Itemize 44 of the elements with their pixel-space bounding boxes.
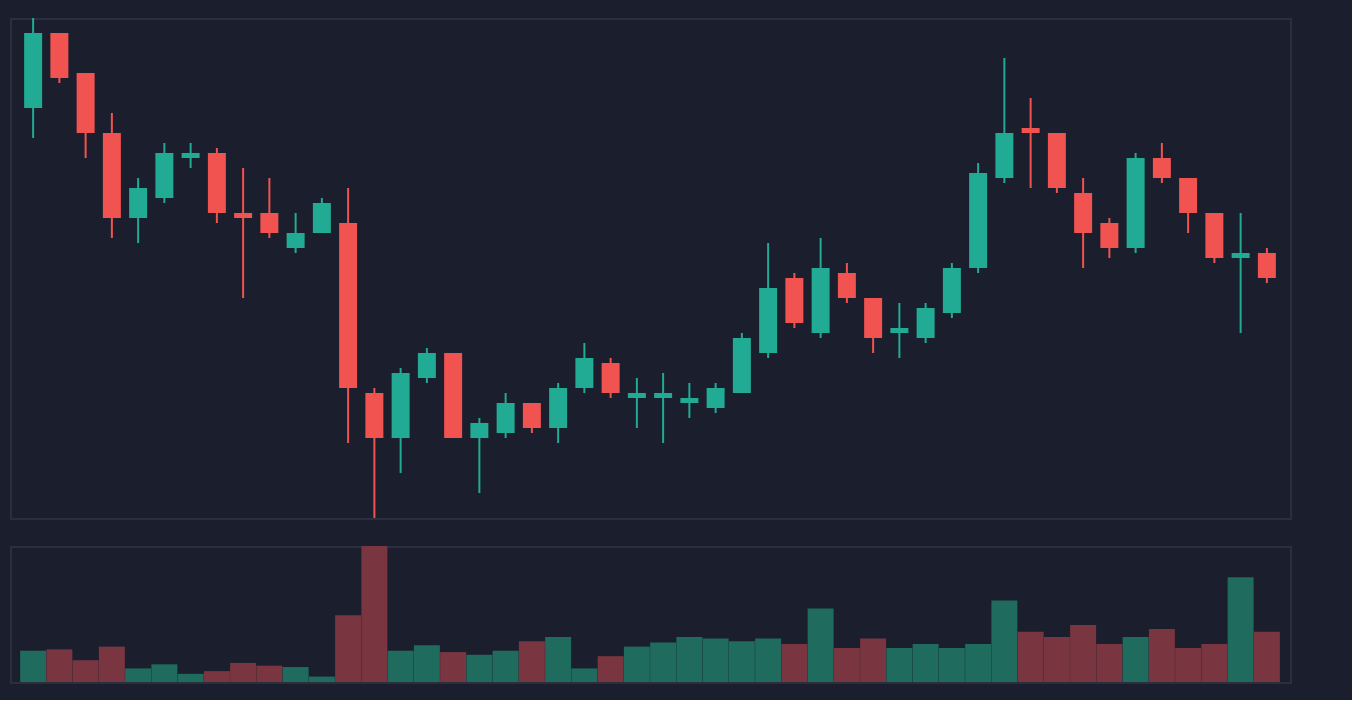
bar xyxy=(20,650,47,682)
candlestick xyxy=(890,302,909,359)
candlestick xyxy=(785,272,804,329)
candlestick xyxy=(365,387,384,519)
candlestick xyxy=(129,177,148,244)
candlestick xyxy=(496,392,515,439)
bar xyxy=(1122,637,1149,682)
candlestick xyxy=(1074,177,1093,269)
candlestick xyxy=(1179,177,1198,234)
candlestick xyxy=(706,382,725,414)
bar xyxy=(781,643,808,682)
candlestick xyxy=(50,32,69,84)
candlestick xyxy=(1152,142,1171,184)
candlestick xyxy=(995,57,1014,184)
bar xyxy=(807,608,834,682)
bar xyxy=(440,652,467,682)
candlestick xyxy=(155,142,174,204)
candlestick xyxy=(601,357,620,399)
candlestick xyxy=(1100,217,1119,259)
candlestick xyxy=(654,372,673,444)
candlestick xyxy=(916,302,935,344)
candlestick xyxy=(575,342,594,394)
candlestick xyxy=(627,377,646,429)
candlestick xyxy=(1231,212,1250,334)
candlestick xyxy=(1257,247,1276,284)
candlestick xyxy=(312,197,331,234)
candlestick xyxy=(181,142,200,169)
bar xyxy=(597,656,624,682)
candlestick xyxy=(1205,212,1224,264)
bar xyxy=(1227,577,1254,682)
candlestick xyxy=(286,212,305,254)
candlestick xyxy=(417,347,436,384)
candlestick xyxy=(522,402,541,434)
bar xyxy=(1253,631,1280,682)
candlestick xyxy=(864,297,883,354)
candlestick xyxy=(1021,97,1040,189)
candlestick xyxy=(942,262,961,319)
bar xyxy=(518,641,545,682)
candlestick xyxy=(837,262,856,304)
candlestick xyxy=(260,177,279,239)
candlestick xyxy=(470,417,489,494)
candlestick xyxy=(549,382,568,444)
candlestick xyxy=(234,167,253,299)
candlestick xyxy=(680,382,699,419)
